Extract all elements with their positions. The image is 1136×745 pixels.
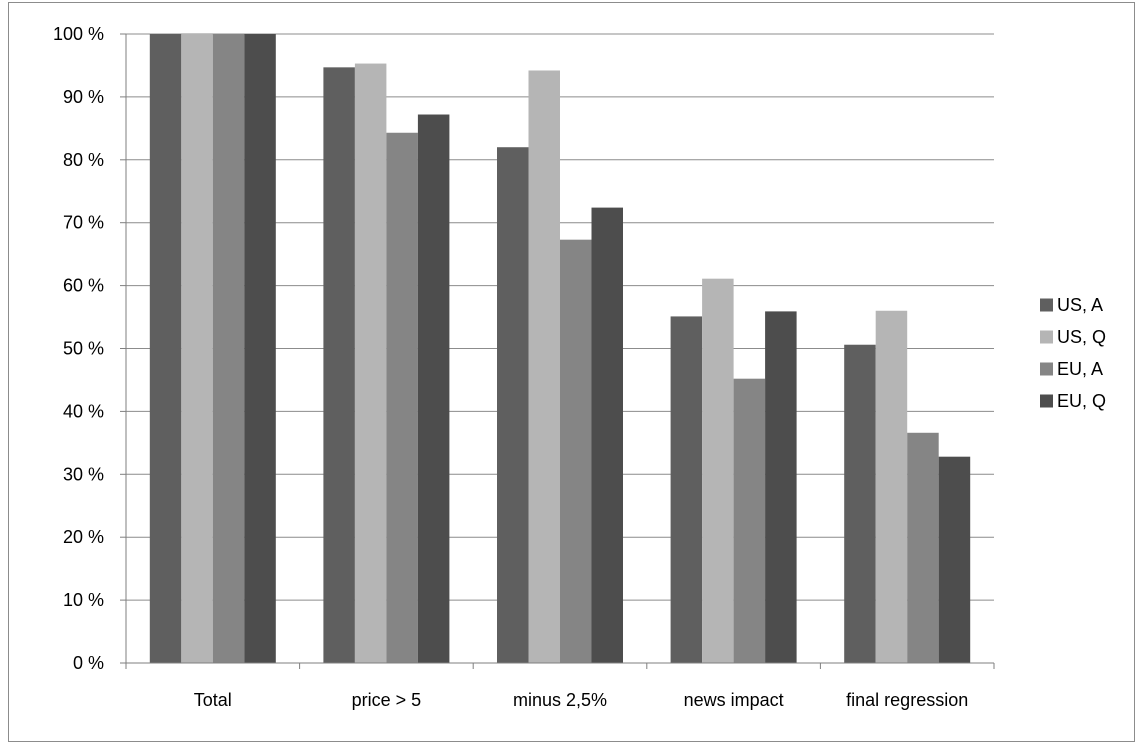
bar-3-1: [417, 114, 450, 663]
y-tick-label: 10 %: [63, 590, 104, 610]
bar-0-2: [497, 147, 529, 664]
x-tick-label: Total: [194, 690, 232, 710]
bar-0-0: [149, 34, 182, 663]
bar-3-4: [938, 456, 971, 663]
bar-2-4: [907, 432, 939, 663]
bar-3-2: [591, 207, 623, 663]
bar-2-0: [212, 34, 245, 663]
y-tick-label: 40 %: [63, 401, 104, 421]
y-tick-label: 60 %: [63, 276, 104, 296]
y-tick-label: 20 %: [63, 527, 104, 547]
legend-label: US, Q: [1057, 327, 1106, 347]
bar-1-1: [354, 63, 387, 664]
y-tick-labels: 0 % 10 % 20 % 30 % 40 % 50 % 60 % 70 % 80 % 90 % 1…: [53, 24, 104, 673]
x-tick-label: final regression: [846, 690, 968, 710]
bar-0-1: [323, 67, 355, 664]
bars: [149, 34, 971, 664]
legend-swatch: [1040, 394, 1053, 408]
legend-swatch: [1040, 298, 1053, 312]
y-tick-label: 0 %: [73, 653, 104, 673]
bar-1-2: [528, 70, 560, 664]
legend-label: EU, Q: [1057, 391, 1106, 411]
y-tick-label: 100 %: [53, 24, 104, 44]
legend: US, A US, Q EU, A EU, Q: [1040, 295, 1106, 411]
axes: [120, 33, 995, 669]
legend-label: EU, A: [1057, 359, 1103, 379]
bar-0-3: [670, 316, 703, 663]
y-tick-label: 30 %: [63, 464, 104, 484]
bar-3-3: [765, 311, 797, 663]
y-tick-label: 50 %: [63, 339, 104, 359]
x-tick-label: minus 2,5%: [513, 690, 607, 710]
legend-swatch: [1040, 330, 1053, 344]
y-tick-label: 90 %: [63, 87, 104, 107]
bar-2-2: [560, 239, 592, 664]
bar-0-4: [844, 344, 876, 663]
legend-swatch: [1040, 362, 1053, 376]
x-tick-label: news impact: [684, 690, 784, 710]
y-tick-label: 80 %: [63, 150, 104, 170]
bar-1-0: [181, 34, 213, 663]
bar-2-1: [386, 132, 418, 664]
bar-2-3: [733, 378, 766, 663]
x-tick-label: price > 5: [352, 690, 422, 710]
legend-label: US, A: [1057, 295, 1103, 315]
bar-1-3: [702, 278, 734, 663]
y-tick-label: 70 %: [63, 213, 104, 233]
bar-1-4: [875, 310, 908, 663]
bar-3-0: [244, 34, 276, 663]
x-tick-labels: Total price > 5 minus 2,5% news impact final…: [194, 690, 968, 710]
